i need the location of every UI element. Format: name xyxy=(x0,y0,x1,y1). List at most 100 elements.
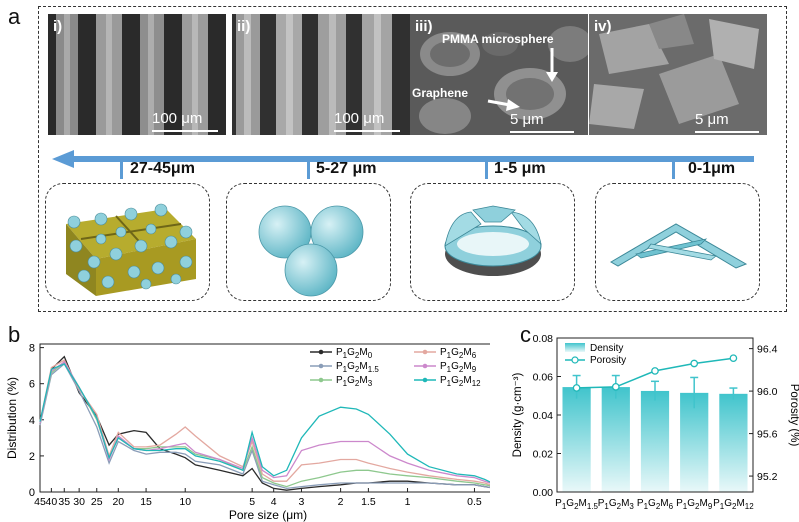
chart-b-legend-marker xyxy=(422,349,428,355)
chart-c-x-tick-label: P1G2M12 xyxy=(713,498,754,511)
sem-image-1: i) 100 μm xyxy=(48,14,226,135)
chart-b-y-tick-label: 0 xyxy=(29,487,35,499)
range-label-27-45: 27-45μm xyxy=(130,160,195,177)
chart-b-plot-frame xyxy=(39,343,490,493)
sem-image-3-texture xyxy=(410,14,588,135)
chart-b-series-line xyxy=(39,363,490,483)
chart-b-y-tick-label: 6 xyxy=(29,379,35,391)
chart-b-y-tick-label: 4 xyxy=(29,415,35,427)
range-label-5-27: 5-27 μm xyxy=(316,160,377,177)
chart-b-legend-marker xyxy=(318,377,324,383)
sem-image-4-scale-bar xyxy=(695,131,759,133)
chart-c-y-tick-label: 0.04 xyxy=(533,410,554,422)
chart-b-x-tick-label: 30 xyxy=(73,496,85,508)
chart-c-density-bar xyxy=(719,393,748,492)
sem-image-3-scale-text: 5 μm xyxy=(510,111,544,128)
chart-c-density-bar xyxy=(562,387,591,492)
chart-c-y2-tick-label: 96.0 xyxy=(757,386,778,398)
graphene-shell-schematic-illustration xyxy=(444,205,542,276)
range-label-1-5: 1-5 μm xyxy=(494,160,546,177)
chart-b-x-tick-label: 25 xyxy=(91,496,103,508)
chart-c-y-tick-label: 0.00 xyxy=(533,487,554,499)
schematic-box-microspheres xyxy=(226,183,391,301)
chart-b-x-tick-label: 5 xyxy=(249,496,255,508)
chart-c-x-tick-label: P1G2M1.5 xyxy=(555,498,598,511)
chart-c-x-ticks: P1G2M1.5 P1G2M3 P1G2M6 P1G2M9 P1G2M12 xyxy=(555,498,754,511)
schematic-box-graphene-flakes xyxy=(595,183,760,301)
sem-image-3-arrows xyxy=(487,48,558,111)
microspheres-schematic-illustration xyxy=(258,205,364,297)
chart-b-y-tick-label: 8 xyxy=(29,343,35,355)
chart-b-legend-label: P1G2M0 xyxy=(336,347,373,360)
chart-b-legend-marker xyxy=(318,349,324,355)
chart-b-x-tick-label: 35 xyxy=(58,496,70,508)
sem-image-4-scale-text: 5 μm xyxy=(695,111,729,128)
chart-b-x-tick-label: 20 xyxy=(112,496,124,508)
pmma-microsphere-annotation: PMMA microsphere xyxy=(442,32,554,46)
sem-image-2-texture xyxy=(232,14,410,135)
chart-c-left-y-axis-label: Density (g·cm⁻³) xyxy=(512,373,524,458)
chart-b-x-tick-label: 3 xyxy=(299,496,305,508)
pore-distribution-chart: 0 2 4 6 8 45 40 35 30 25 20 15 10 5 4 3 2 1.5 1 0.5 P1G2M0… xyxy=(5,343,490,522)
chart-b-y-tick-label: 2 xyxy=(29,451,35,463)
chart-b-x-tick-label: 15 xyxy=(140,496,152,508)
sem-image-2-scale-text: 100 μm xyxy=(334,110,385,127)
panel-c-letter: c xyxy=(520,322,531,347)
chart-c-porosity-point xyxy=(611,383,620,391)
chart-b-x-tick-label: 45 xyxy=(34,496,46,508)
density-porosity-chart: 0.00 0.02 0.04 0.06 0.08 95.2 95.6 96.0 96.4 P1… xyxy=(512,333,799,511)
chart-c-porosity-line xyxy=(572,354,738,392)
chart-b-legend-marker xyxy=(318,363,324,369)
sem-image-2-scale-bar xyxy=(334,130,400,132)
range-label-0-1: 0-1μm xyxy=(688,160,736,177)
chart-b-legend-label: P1G2M12 xyxy=(440,375,481,388)
chart-b-series-line xyxy=(39,362,490,490)
chart-c-porosity-point xyxy=(651,367,659,375)
chart-b-x-tick-label: 2 xyxy=(338,496,344,508)
chart-b-legend-label: P1G2M9 xyxy=(440,361,477,374)
chart-c-density-bars xyxy=(562,374,748,492)
sem-image-3-scale-bar xyxy=(510,131,574,133)
sem-image-4-label: iv) xyxy=(594,18,612,35)
chart-b-x-tick-label: 1 xyxy=(405,496,411,508)
chart-c-legend-density-swatch xyxy=(565,343,585,352)
chart-c-porosity-point xyxy=(690,359,699,368)
sem-image-1-label: i) xyxy=(53,18,63,35)
chart-b-y-axis-label: Distribution (%) xyxy=(5,377,19,459)
chart-b-x-tick-label: 40 xyxy=(46,496,58,508)
chart-b-series-line xyxy=(39,361,490,484)
panel-a-frame xyxy=(38,6,787,312)
chart-b-x-tick-label: 1.5 xyxy=(361,496,376,508)
chart-c-y-tick-label: 0.02 xyxy=(533,449,554,461)
chart-b-x-axis-label: Pore size (μm) xyxy=(229,508,307,522)
lattice-schematic-illustration xyxy=(66,203,196,296)
schematic-box-lattice xyxy=(45,183,210,301)
chart-b-y-ticks: 0 2 4 6 8 xyxy=(29,343,44,499)
chart-c-density-bar xyxy=(601,387,630,492)
chart-b-x-ticks: 45 40 35 30 25 20 15 10 5 4 3 2 1.5 1 0.5 xyxy=(34,488,482,508)
chart-c-porosity-point xyxy=(572,384,581,392)
chart-b-series-lines xyxy=(39,355,490,491)
chart-c-legend-density-label: Density xyxy=(590,343,623,354)
sem-image-1-scale-bar xyxy=(152,130,218,132)
sem-image-4: iv) 5 μm xyxy=(589,14,767,135)
chart-c-y2-tick-label: 96.4 xyxy=(757,344,778,356)
chart-c-y2-tick-label: 95.2 xyxy=(757,471,778,483)
chart-c-y2-tick-label: 95.6 xyxy=(757,429,778,441)
chart-c-x-tick-label: P1G2M6 xyxy=(637,498,674,511)
chart-c-x-tick-label: P1G2M9 xyxy=(676,498,713,511)
chart-b-x-tick-label: 4 xyxy=(271,496,277,508)
sem-image-3: iii) PMMA microsphere Graphene 5 μm xyxy=(410,14,588,135)
graphene-annotation: Graphene xyxy=(412,86,469,100)
chart-c-right-y-axis-label: Porosity (%) xyxy=(788,384,799,447)
chart-c-density-bar xyxy=(680,392,709,492)
chart-b-legend-label: P1G2M1.5 xyxy=(336,361,379,374)
chart-b-x-tick-label: 10 xyxy=(179,496,191,508)
panel-b-letter: b xyxy=(8,322,21,347)
chart-b-legend-label: P1G2M6 xyxy=(440,347,477,360)
sem-image-1-texture xyxy=(48,14,226,135)
chart-c-x-tick-label: P1G2M3 xyxy=(598,498,635,511)
pore-size-arrow xyxy=(52,150,754,179)
chart-b-legend-label: P1G2M3 xyxy=(336,375,373,388)
